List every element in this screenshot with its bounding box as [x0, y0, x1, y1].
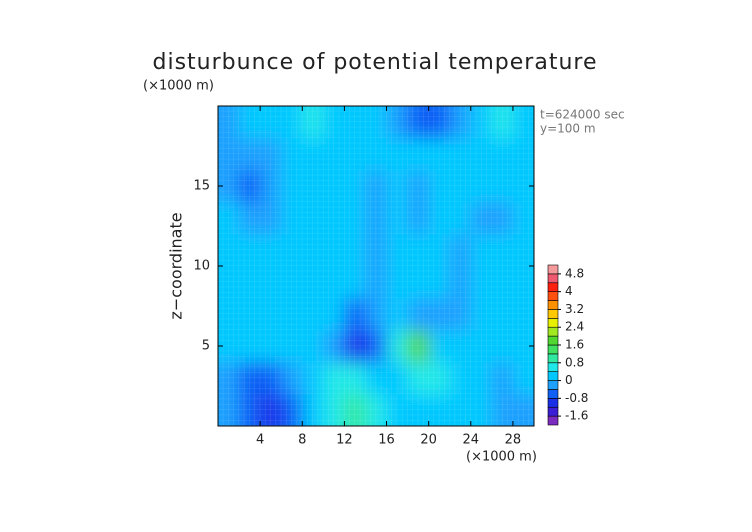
colorbar-box [547, 273, 559, 284]
x-tick-label: 24 [463, 433, 480, 448]
colorbar-box [547, 406, 559, 417]
colorbar-tick-label: 4.8 [565, 266, 584, 280]
y-tick-label: 5 [202, 339, 210, 354]
x-unit: (×1000 m) [466, 450, 537, 465]
axes: 4 8 12 16 20 24 28 5 10 15 4.8 4 3.2 2.4 1.6 0.8 0 -0.8 -1… [193, 106, 588, 448]
x-tick-label: 28 [505, 433, 522, 448]
y-tick-label: 15 [193, 179, 210, 194]
x-tick-label: 4 [256, 433, 264, 448]
colorbar-box [547, 282, 559, 292]
colorbar-box [547, 398, 559, 408]
plot-frame [217, 105, 535, 427]
x-tick-label: 20 [420, 433, 437, 448]
colorbar-box [547, 264, 559, 275]
colorbar-box [547, 389, 559, 399]
annotation: t=624000 sec [540, 108, 625, 122]
colorbar-box [547, 362, 559, 372]
colorbar-box [547, 309, 559, 319]
x-tick-label: 12 [336, 433, 353, 448]
colorbar-tick-label: 0.8 [565, 355, 584, 369]
colorbar-box [547, 318, 559, 328]
y-axis-label: z−coordinate [167, 212, 186, 319]
colorbar-tick-label: 2.4 [565, 320, 584, 334]
y-tick-label: 10 [193, 259, 210, 274]
colorbar-box [547, 380, 559, 390]
colorbar-tick-label: 0 [565, 373, 573, 387]
x-tick-label: 16 [378, 433, 395, 448]
colorbar-box [547, 335, 559, 346]
colorbar-tick-label: 1.6 [565, 338, 584, 352]
colorbar-box [547, 371, 559, 381]
annotation: y=100 m [540, 122, 596, 136]
colorbar-box [547, 326, 559, 337]
colorbar-box [547, 415, 559, 426]
colorbar-tick-label: 4 [565, 284, 573, 298]
colorbar-tick-label: 3.2 [565, 302, 584, 316]
colorbar-box [547, 300, 559, 310]
colorbar-box [547, 291, 559, 301]
colorbar-box [547, 353, 559, 364]
fine-grid [218, 106, 534, 426]
colorbar-box [547, 344, 559, 355]
chart-title: disturbunce of potential temperature [153, 50, 598, 75]
colorbar-tick-label: -1.6 [565, 409, 588, 423]
y-unit: (×1000 m) [143, 79, 214, 94]
colorbar-tick-label: -0.8 [565, 391, 588, 405]
x-tick-label: 8 [298, 433, 306, 448]
